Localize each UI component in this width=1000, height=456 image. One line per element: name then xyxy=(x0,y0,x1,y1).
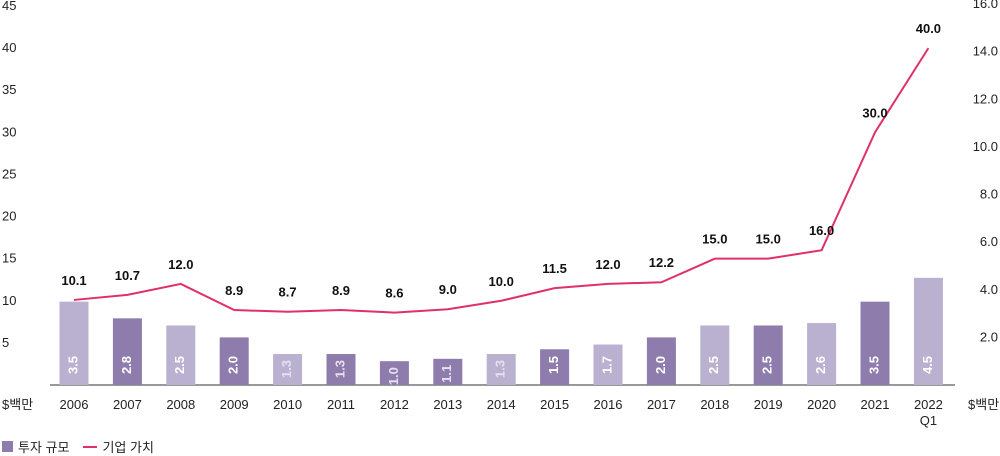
x-tick-label: 2007 xyxy=(113,397,142,412)
bar xyxy=(593,344,623,385)
line-data-label: 16.0 xyxy=(809,223,834,238)
x-tick-label: 2019 xyxy=(754,397,783,412)
right-tick-label: 2.0 xyxy=(980,329,998,344)
left-axis-ticks: 5 10 15 20 25 30 35 40 45 xyxy=(2,0,16,350)
bar xyxy=(273,354,303,385)
bar xyxy=(913,277,943,385)
left-tick-label: 35 xyxy=(2,82,16,97)
bar xyxy=(646,337,676,385)
bar-data-label: 4.5 xyxy=(920,356,935,374)
line-data-label: 9.0 xyxy=(439,282,457,297)
right-axis-ticks: 2.0 4.0 6.0 8.0 10.0 12.0 14.0 16.0 xyxy=(973,0,998,344)
line-data-label: 15.0 xyxy=(702,232,727,247)
line-data-label: 12.0 xyxy=(595,257,620,272)
bar xyxy=(379,361,409,385)
bar xyxy=(166,325,196,385)
line-data-label: 8.9 xyxy=(332,283,350,298)
line-data-label: 10.7 xyxy=(115,268,140,283)
bar-data-label: 3.5 xyxy=(866,356,881,374)
left-axis-unit: $백만 xyxy=(2,397,33,412)
line-data-label: 15.0 xyxy=(756,232,781,247)
line-data-label: 10.1 xyxy=(61,273,86,288)
bar-data-label: 1.5 xyxy=(546,356,561,374)
bar xyxy=(540,349,570,385)
x-tick-label: 2015 xyxy=(540,397,569,412)
x-axis-labels: 2006 2007 2008 2009 2010 2011 2012 2013 2014 2015… xyxy=(60,397,943,428)
line-data-label: 10.0 xyxy=(489,274,514,289)
x-tick-label: 2013 xyxy=(433,397,462,412)
line-data-label: 12.2 xyxy=(649,255,674,270)
left-tick-label: 15 xyxy=(2,251,16,266)
left-tick-label: 40 xyxy=(2,40,16,55)
bar-data-label: 2.5 xyxy=(760,356,775,374)
line-data-label: 8.9 xyxy=(225,283,243,298)
right-tick-label: 12.0 xyxy=(973,91,998,106)
line-series xyxy=(73,47,930,314)
right-tick-label: 6.0 xyxy=(980,234,998,249)
line-data-label: 8.6 xyxy=(385,286,403,301)
line-data-label: 11.5 xyxy=(542,261,567,276)
bar xyxy=(219,337,249,385)
bar-data-label: 1.3 xyxy=(493,360,508,378)
line-data-label: 40.0 xyxy=(916,21,941,36)
bar-data-label: 2.5 xyxy=(172,356,187,374)
left-tick-label: 5 xyxy=(2,335,9,350)
bar-data-label: 3.5 xyxy=(65,356,80,374)
bar-data-label: 1.3 xyxy=(332,360,347,378)
bar xyxy=(753,325,783,385)
x-tick-label: 2018 xyxy=(700,397,729,412)
bar xyxy=(433,358,463,385)
bar-series: 3.5 2.8 2.5 2.0 1.3 1.3 1.0 1.1 1.3 1.5 1.7 2.0 2.5 2… xyxy=(59,277,943,385)
bar-data-label: 1.7 xyxy=(599,356,614,374)
bar xyxy=(112,318,142,385)
legend-line-label: 기업 가치 xyxy=(102,440,154,455)
x-tick-label: 2020 xyxy=(807,397,836,412)
right-tick-label: 16.0 xyxy=(973,0,998,11)
right-tick-label: 4.0 xyxy=(980,282,998,297)
bar-data-label: 1.1 xyxy=(439,365,454,383)
x-tick-label: 2011 xyxy=(327,397,355,412)
legend-bar-label: 투자 규모 xyxy=(18,440,70,455)
bar-data-label: 2.0 xyxy=(226,356,241,374)
left-tick-label: 25 xyxy=(2,166,16,181)
bar-data-label: 2.8 xyxy=(119,356,134,374)
x-tick-label: 2014 xyxy=(487,397,516,412)
bar-data-label: 2.5 xyxy=(706,356,721,374)
line-data-labels: 10.1 10.7 12.0 8.9 8.7 8.9 8.6 9.0 10.0 11.5 12.0 1… xyxy=(61,21,941,300)
line-data-label: 12.0 xyxy=(168,257,193,272)
bar xyxy=(807,323,837,385)
bar-data-label: 1.3 xyxy=(279,360,294,378)
bar-data-label: 1.0 xyxy=(386,367,401,385)
bar-data-label: 2.0 xyxy=(653,356,668,374)
left-tick-label: 10 xyxy=(2,293,16,308)
x-tick-label: 2009 xyxy=(220,397,249,412)
bar xyxy=(860,301,890,385)
right-tick-label: 10.0 xyxy=(973,139,998,154)
bar xyxy=(326,354,356,385)
x-tick-label: 2008 xyxy=(166,397,195,412)
left-tick-label: 20 xyxy=(2,209,16,224)
legend-line-swatch xyxy=(83,445,98,448)
legend: 투자 규모 기업 가치 xyxy=(2,437,154,456)
x-tick-label: 2010 xyxy=(273,397,302,412)
line-data-label: 8.7 xyxy=(279,285,297,300)
right-tick-label: 8.0 xyxy=(980,187,998,202)
bar xyxy=(59,301,89,385)
legend-bar-swatch xyxy=(2,441,13,452)
bar xyxy=(700,325,730,385)
right-tick-label: 14.0 xyxy=(973,44,998,59)
line-data-label: 30.0 xyxy=(862,105,887,120)
left-tick-label: 30 xyxy=(2,124,16,139)
x-tick-label: 2017 xyxy=(647,397,676,412)
bar-data-label: 2.6 xyxy=(813,356,828,374)
left-tick-label: 45 xyxy=(2,0,16,13)
x-tick-label: 2022 Q1 xyxy=(914,397,943,428)
bar xyxy=(486,354,516,385)
x-tick-label: 2006 xyxy=(60,397,89,412)
x-tick-label: 2021 xyxy=(861,397,890,412)
x-tick-label: 2016 xyxy=(594,397,623,412)
right-axis-unit: $백만 xyxy=(968,397,999,412)
x-tick-label: 2012 xyxy=(380,397,409,412)
